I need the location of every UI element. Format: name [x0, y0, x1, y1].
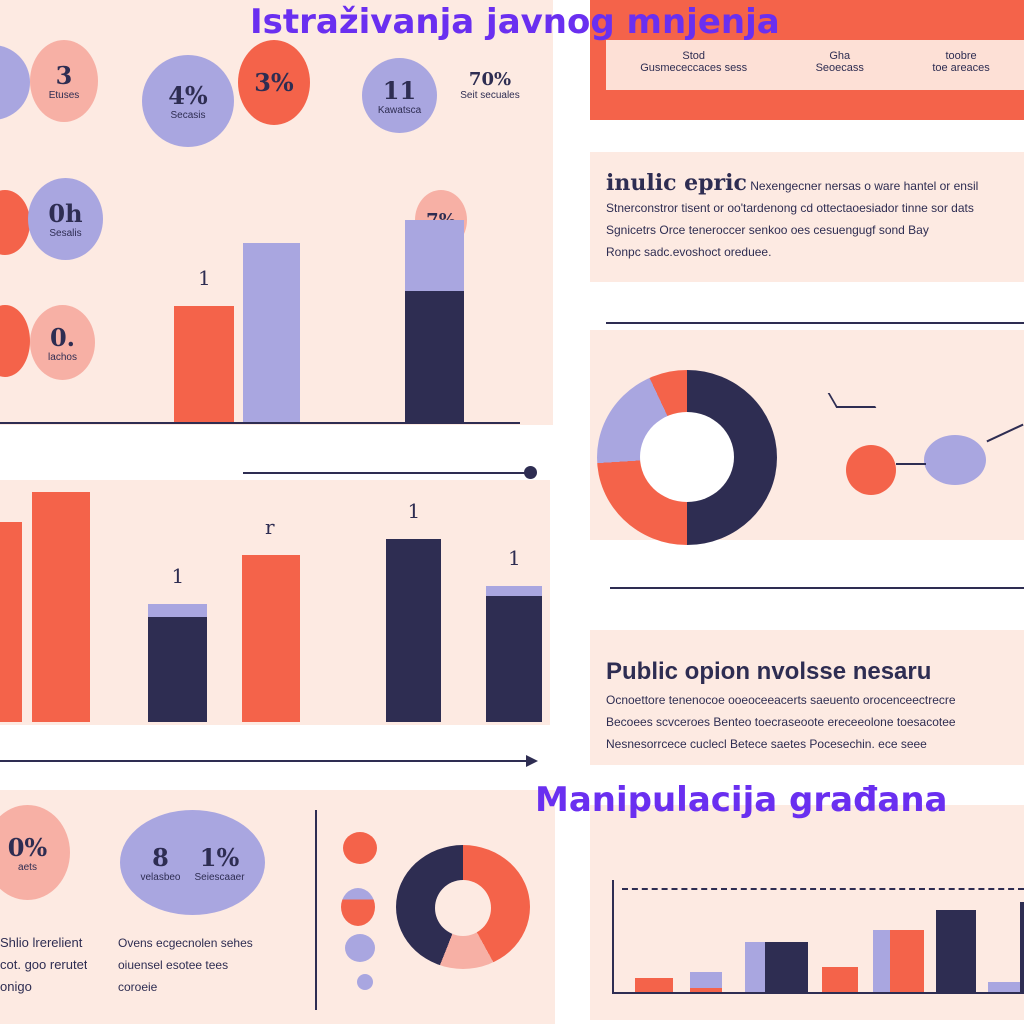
bar-lavender — [690, 972, 722, 988]
text-panel-1 — [590, 152, 1024, 282]
bar-lavender — [988, 982, 1020, 992]
vertical-divider — [315, 810, 317, 1010]
bar-coral — [174, 306, 234, 422]
secondary-title: Manipulacija građana — [535, 780, 948, 820]
stat-col: toobre toe areaces — [932, 50, 990, 74]
bubble-stat-left: 8 velasbeo — [140, 842, 181, 883]
stat-bubble: 8 velasbeo 1% Seiescaaer — [120, 810, 265, 915]
node-lavender — [924, 435, 986, 485]
legend-dot-mixed — [341, 888, 375, 926]
text-panel-2 — [590, 630, 1024, 765]
divider-line — [606, 322, 1024, 324]
bar-lavender — [405, 220, 464, 291]
bar-navy — [148, 617, 207, 722]
line-end-dot — [524, 466, 537, 479]
bar-navy — [386, 539, 441, 722]
legend-dot-lavender — [345, 934, 375, 962]
legend-dot-coral — [343, 832, 377, 864]
arrow-head-icon — [526, 755, 538, 767]
bar-coral — [822, 967, 858, 992]
bar-label: r — [265, 515, 275, 539]
bar-coral — [32, 492, 90, 722]
bar-coral — [0, 522, 22, 722]
bar-navy — [405, 291, 464, 422]
bottom-text-left: Shlio lrerelient cot. goo rerutet onigo — [0, 935, 88, 994]
main-title: Istraživanja javnog mnjenja — [250, 2, 780, 42]
bar-label: 1 — [508, 546, 521, 570]
baseline — [0, 422, 520, 424]
stat-col: Stod Gusmececcaces sess — [640, 50, 748, 74]
donut-hole — [435, 880, 491, 936]
bar-coral — [690, 988, 722, 992]
bar-coral — [890, 930, 924, 992]
arrow-line — [0, 760, 530, 762]
node-coral — [846, 445, 896, 495]
stat-bubble: 4% Secasis — [142, 55, 234, 147]
bar-lavender — [486, 586, 542, 596]
bubble-stat-right: 1% Seiescaaer — [194, 842, 245, 883]
donut-hole — [640, 412, 734, 502]
stat-bubble: 70% Seit secuales — [460, 69, 520, 101]
connector-line — [896, 463, 926, 465]
text-block-2: Public opion nvolsse nesaru Ocnoettore t… — [606, 658, 956, 751]
legend-dot-small — [357, 974, 373, 990]
bar-lavender — [873, 930, 890, 992]
bar-navy — [936, 910, 976, 992]
bar-lavender — [148, 604, 207, 617]
stat-col: Gha Seoecass — [815, 50, 864, 74]
bottom-text-right: Ovens ecgecnolen sehes oiuensel esotee te… — [118, 936, 253, 994]
y-axis — [612, 880, 614, 993]
divider-line — [243, 472, 530, 474]
bar-navy — [765, 942, 808, 992]
stat-bubble: 3% — [238, 40, 310, 125]
bar-lavender — [243, 243, 300, 422]
stat-bubble: 11 Kawatsca — [362, 58, 437, 133]
bar-label: 1 — [171, 564, 185, 588]
bar-coral — [635, 978, 673, 992]
stat-bubble: 0h Sesalis — [28, 178, 103, 260]
bar-coral — [242, 555, 300, 722]
bar-lavender — [745, 942, 765, 992]
stat-bubble: 0% aets — [0, 805, 70, 900]
bar-label: 1 — [407, 499, 421, 523]
arrow-line — [610, 587, 1024, 589]
bar-label: 1 — [198, 266, 211, 290]
top-stats-inner: Stod Gusmececcaces sess Gha Seoecass toobr… — [606, 40, 1024, 90]
baseline — [612, 992, 1024, 994]
bar-navy — [1020, 902, 1024, 992]
text-block-1: inulic epric Nexengecner nersas o ware h… — [606, 172, 979, 259]
stat-bubble: 3 Etuses — [30, 40, 98, 122]
bar-navy — [486, 596, 542, 722]
connector-line — [827, 393, 877, 408]
dashed-line — [622, 888, 1024, 890]
stat-bubble: 0. lachos — [30, 305, 95, 380]
